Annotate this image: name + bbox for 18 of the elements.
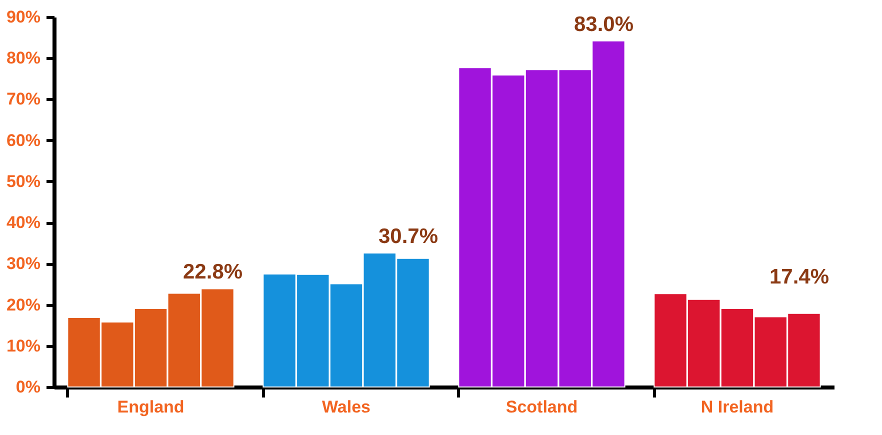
y-tick-label: 20% (6, 295, 40, 314)
y-tick-label: 60% (6, 130, 40, 150)
annotation: 17.4% (769, 266, 830, 289)
y-tick-label: 10% (6, 336, 40, 356)
annotation: 83.0% (574, 12, 634, 36)
y-tick-label: 70% (6, 90, 40, 109)
annotation: 30.7% (378, 224, 438, 248)
y-tick-label: 50% (6, 172, 40, 191)
y-tick-label: 80% (6, 48, 40, 68)
annotation: 22.8% (182, 260, 243, 284)
y-tick-label: 30% (6, 254, 40, 274)
y-tick-label: 90% (6, 8, 40, 26)
x-tick-label: Wales (322, 398, 371, 416)
x-tick-label: Scotland (506, 398, 578, 416)
x-tick-label: N Ireland (700, 398, 774, 416)
y-tick-label: 0% (16, 378, 40, 396)
x-tick-label: England (117, 398, 184, 416)
y-tick-label: 40% (6, 213, 40, 232)
